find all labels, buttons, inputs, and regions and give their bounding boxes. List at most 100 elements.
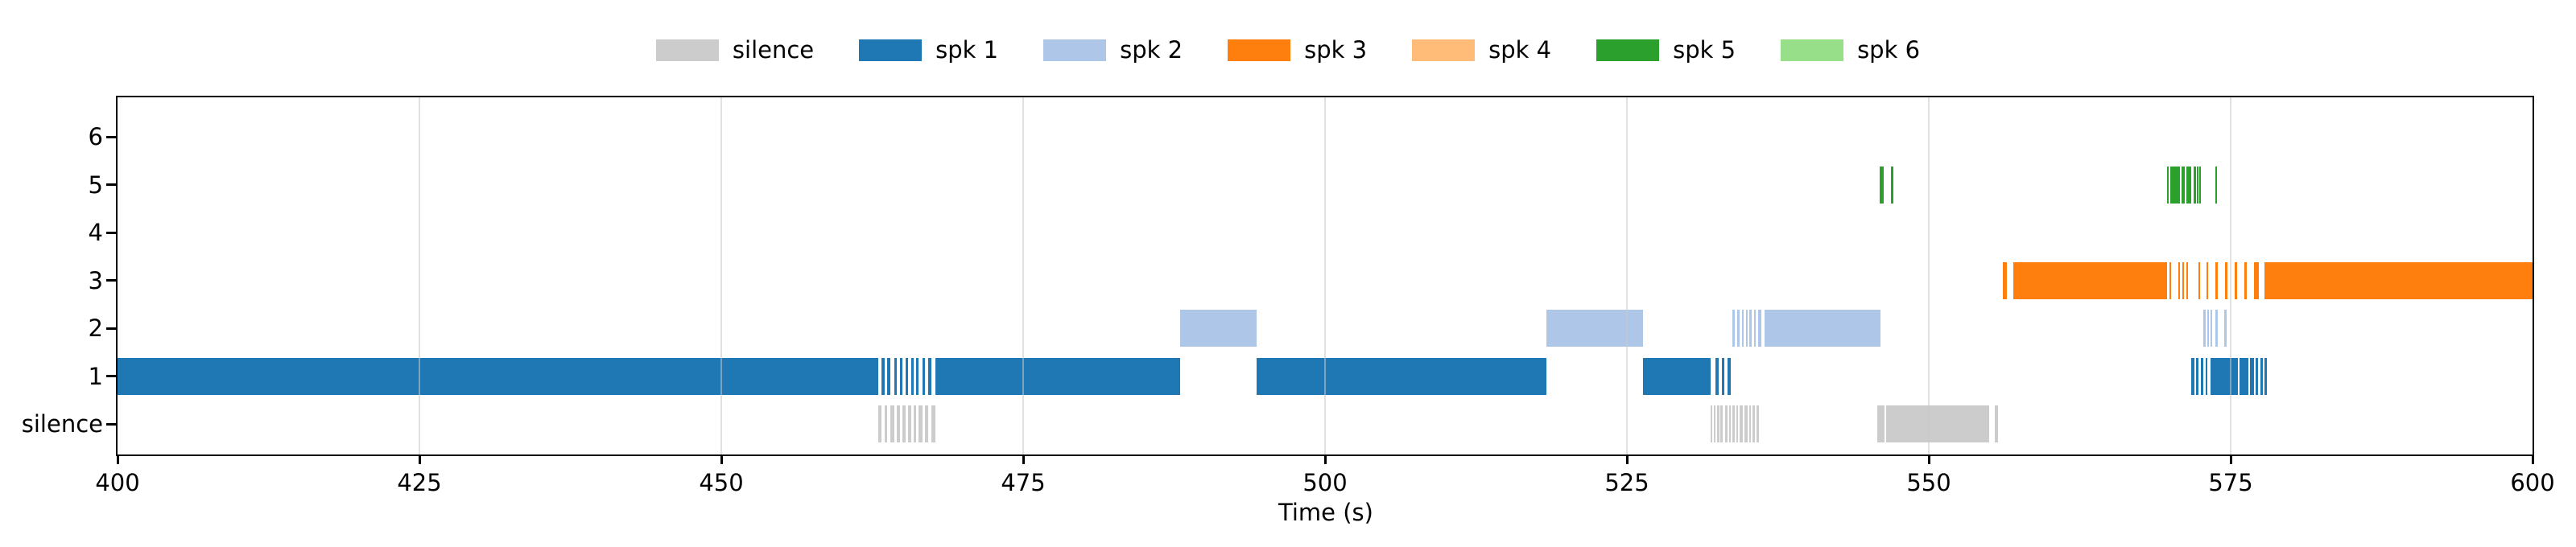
legend-label: spk 2: [1120, 35, 1183, 64]
segment-spk-1: [1256, 357, 1546, 395]
segment-spk-3: [2169, 261, 2171, 299]
x-tick-label-450: 450: [699, 469, 744, 496]
segment-silence: [1748, 405, 1751, 442]
segment-silence: [1716, 405, 1719, 442]
segment-spk-1: [1642, 357, 1711, 395]
segment-spk-2: [1757, 310, 1761, 347]
segment-spk-1: [2190, 357, 2194, 395]
y-tick-label-1: 1: [88, 362, 103, 390]
y-tick-mark-3: [106, 279, 116, 282]
x-tick-mark-425: [418, 454, 421, 464]
segment-spk-2: [1736, 310, 1740, 347]
legend-entry-spk-5: spk 5: [1596, 38, 1736, 62]
y-tick-label-3: 3: [88, 266, 103, 294]
segment-spk-3: [2264, 261, 2533, 299]
segment-spk-1: [935, 357, 1180, 395]
segment-spk-1: [2205, 357, 2207, 395]
segment-spk-5: [1880, 166, 1884, 204]
segment-spk-1: [2240, 357, 2248, 395]
gridline-475: [1022, 97, 1024, 454]
segment-spk-5: [1890, 166, 1893, 204]
plot-area: [116, 96, 2534, 456]
segment-spk-1: [118, 357, 878, 395]
x-tick-label-475: 475: [1001, 469, 1046, 496]
x-tick-mark-400: [116, 454, 119, 464]
segment-silence: [890, 405, 894, 442]
legend-label: spk 4: [1488, 35, 1552, 64]
segment-silence: [1994, 405, 1998, 442]
y-tick-label-5: 5: [88, 171, 103, 199]
legend-swatch-spk-5: [1596, 39, 1660, 61]
segment-spk-1: [2260, 357, 2263, 395]
segment-silence: [1710, 405, 1712, 442]
segment-spk-5: [2197, 166, 2198, 204]
segment-silence: [1724, 405, 1728, 442]
x-tick-label-575: 575: [2208, 469, 2253, 496]
y-tick-mark-silence: [106, 422, 116, 426]
segment-spk-2: [2207, 310, 2209, 347]
segment-spk-3: [2234, 261, 2238, 299]
legend-label: spk 6: [1857, 35, 1921, 64]
legend: silence spk 1 spk 2 spk 3 spk 4 spk 5 spk 6: [0, 34, 2576, 66]
segment-silence: [919, 405, 923, 442]
x-tick-mark-525: [1625, 454, 1629, 464]
legend-entry-spk-4: spk 4: [1412, 35, 1552, 64]
segment-spk-3: [2182, 261, 2185, 299]
segment-spk-5: [2186, 166, 2191, 204]
segment-silence: [907, 405, 911, 442]
segment-spk-1: [916, 357, 919, 395]
legend-entry-spk-2: spk 2: [1043, 35, 1183, 64]
segment-spk-3: [2198, 261, 2200, 299]
x-tick-mark-450: [720, 454, 723, 464]
segment-spk-3: [2178, 261, 2180, 299]
segment-spk-1: [2264, 357, 2267, 395]
segment-silence: [1732, 405, 1735, 442]
segment-spk-1: [894, 357, 898, 395]
segment-silence: [878, 405, 881, 442]
segment-spk-1: [1727, 357, 1731, 395]
lane-5: [118, 166, 2533, 204]
legend-swatch-silence: [655, 39, 719, 61]
x-tick-label-600: 600: [2510, 469, 2555, 496]
segment-spk-2: [1732, 310, 1735, 347]
segment-spk-5: [2170, 166, 2180, 204]
segment-spk-3: [2186, 261, 2188, 299]
segment-silence: [924, 405, 929, 442]
segment-spk-2: [2210, 310, 2212, 347]
legend-label: spk 1: [935, 35, 999, 64]
segment-silence: [1714, 405, 1715, 442]
x-tick-mark-600: [2531, 454, 2534, 464]
legend-swatch-spk-1: [859, 39, 923, 61]
segment-spk-2: [2223, 310, 2227, 347]
segment-spk-3: [2215, 261, 2218, 299]
segment-spk-5: [2215, 166, 2217, 204]
segment-spk-2: [1749, 310, 1752, 347]
segment-silence: [1739, 405, 1743, 442]
y-tick-mark-5: [106, 183, 116, 186]
lane-silence: [118, 405, 2533, 442]
segment-spk-2: [1741, 310, 1744, 347]
gridline-500: [1324, 97, 1326, 454]
legend-swatch-spk-2: [1043, 39, 1107, 61]
y-tick-label-6: 6: [88, 123, 103, 150]
segment-spk-1: [2250, 357, 2254, 395]
segment-spk-1: [887, 357, 890, 395]
segment-silence: [1744, 405, 1748, 442]
segment-silence: [1876, 405, 1885, 442]
legend-label: spk 3: [1304, 35, 1368, 64]
x-tick-label-425: 425: [397, 469, 442, 496]
segment-spk-1: [1721, 357, 1724, 395]
gridline-525: [1626, 97, 1628, 454]
segment-silence: [1736, 405, 1738, 442]
segment-spk-2: [2202, 310, 2206, 347]
x-tick-label-550: 550: [1906, 469, 1951, 496]
x-tick-label-500: 500: [1302, 469, 1348, 496]
segment-spk-1: [881, 357, 885, 395]
segment-spk-1: [1715, 357, 1719, 395]
legend-swatch-spk-4: [1412, 39, 1476, 61]
segment-spk-1: [2200, 357, 2203, 395]
segment-silence: [1752, 405, 1755, 442]
legend-entry-spk-3: spk 3: [1228, 35, 1368, 64]
segment-spk-2: [1765, 310, 1880, 347]
